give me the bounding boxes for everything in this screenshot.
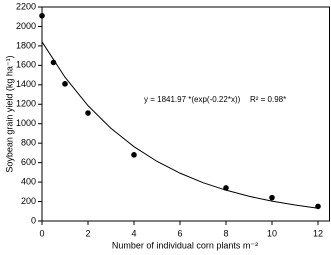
plot-frame [41, 6, 330, 222]
y-axis-label: Soybean grain yield (kg ha⁻¹) [4, 55, 14, 172]
point [85, 110, 91, 116]
y-tick-label: 200 [21, 196, 36, 206]
y-tick-label: 1200 [16, 99, 36, 109]
x-axis-label: Number of individual corn plants m⁻² [112, 240, 258, 250]
x-tick-label: 8 [223, 228, 228, 238]
x-tick-label: 2 [85, 228, 90, 238]
fit-curve [41, 41, 319, 209]
point [62, 81, 68, 87]
x-tick-label: 4 [131, 228, 136, 238]
y-tick-label: 800 [21, 138, 36, 148]
point [269, 194, 275, 201]
r-squared: R² = 0.98* [250, 95, 286, 104]
x-tick-label: 10 [267, 228, 277, 238]
equation: y = 1841.97 *(exp(-0.22*x)) [144, 95, 241, 104]
y-tick-label: 2200 [16, 1, 36, 11]
y-tick-label: 400 [21, 176, 36, 186]
y-tick-label: 0 [31, 215, 36, 225]
y-tick-label: 1000 [16, 118, 36, 128]
point [131, 152, 137, 158]
y-tick-label: 600 [21, 157, 36, 167]
x-tick-label: 6 [177, 228, 182, 238]
y-tick-label: 1800 [16, 40, 36, 50]
y-tick-label: 2000 [16, 21, 36, 31]
y-tick-label: 1600 [16, 60, 36, 70]
x-tick-label: 0 [39, 228, 44, 238]
point [39, 12, 45, 19]
y-tick-label: 1400 [16, 79, 36, 89]
x-tick-label: 12 [313, 228, 323, 238]
